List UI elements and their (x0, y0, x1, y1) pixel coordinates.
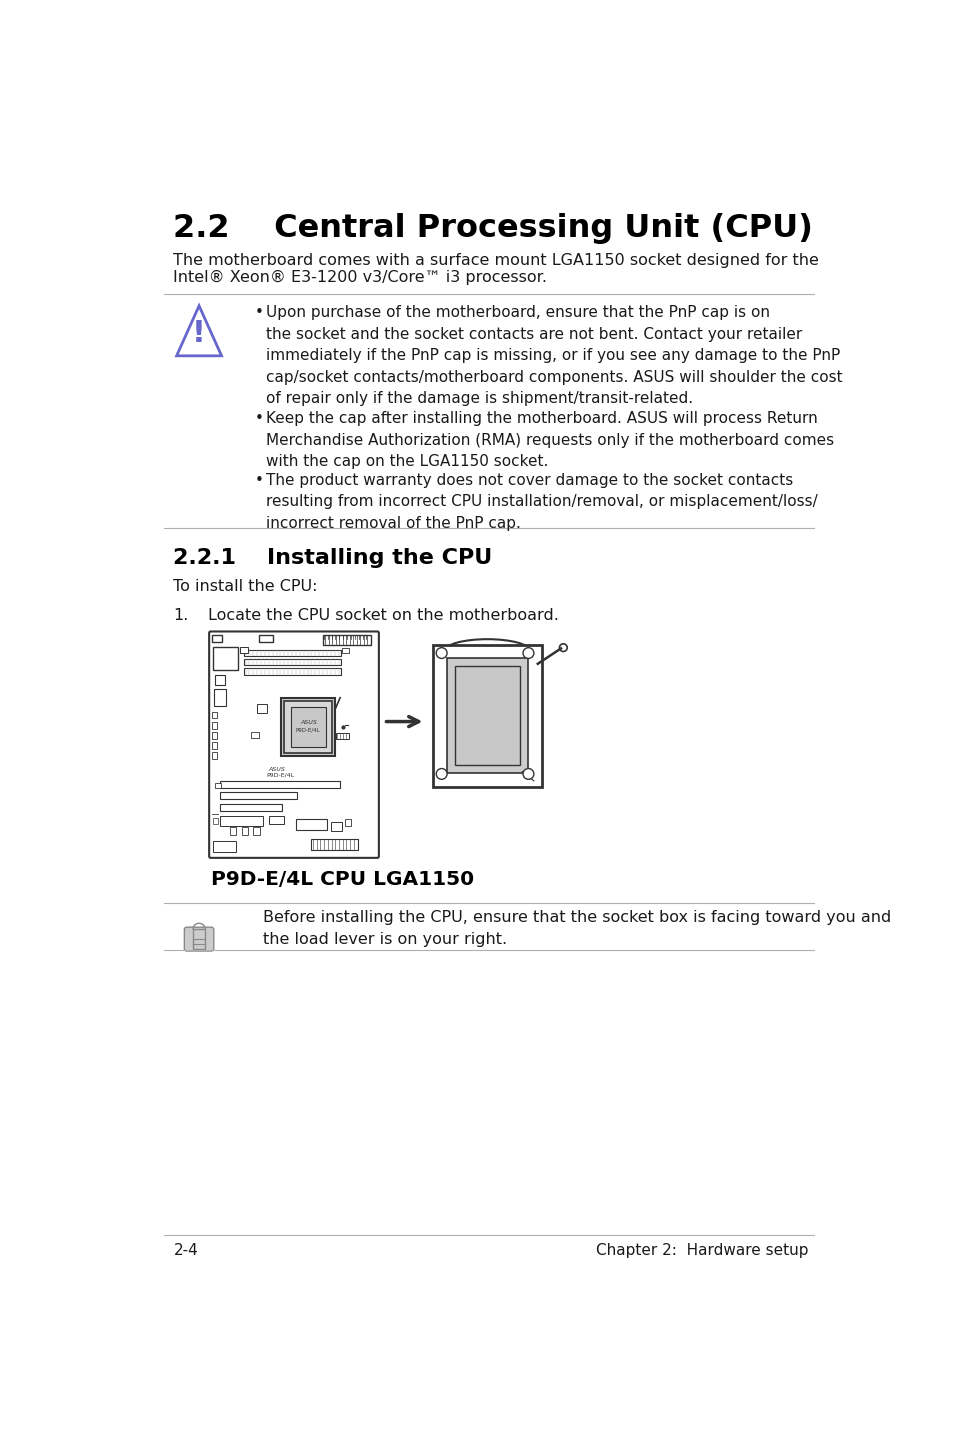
Bar (447, 659, 527, 774)
Bar (212, 722, 216, 729)
Text: Chapter 2:  Hardware setup: Chapter 2: Hardware setup (596, 1242, 808, 1258)
Circle shape (436, 647, 447, 659)
Bar (311, 838, 357, 850)
Bar (241, 827, 248, 835)
Text: Intel® Xeon® E3-1200 v3/Core™ i3 processor.: Intel® Xeon® E3-1200 v3/Core™ i3 process… (173, 270, 547, 285)
Bar (220, 792, 297, 800)
Bar (281, 697, 335, 756)
Circle shape (558, 644, 567, 651)
Bar (342, 649, 348, 653)
Bar (240, 647, 248, 653)
FancyBboxPatch shape (184, 928, 213, 951)
Text: P9D-E/4L CPU LGA1150: P9D-E/4L CPU LGA1150 (211, 870, 474, 889)
Text: Locate the CPU socket on the motherboard.: Locate the CPU socket on the motherboard… (208, 608, 558, 623)
Bar (220, 817, 262, 825)
Text: To install the CPU:: To install the CPU: (173, 580, 317, 594)
Text: •: • (254, 305, 263, 321)
Text: 2.2.1    Installing the CPU: 2.2.1 Installing the CPU (173, 548, 493, 568)
Bar (220, 781, 340, 788)
Bar (220, 804, 282, 811)
Bar (335, 733, 348, 739)
Text: 2-4: 2-4 (173, 1242, 198, 1258)
Bar (257, 703, 266, 713)
Bar (251, 732, 258, 738)
Text: !: ! (192, 319, 206, 348)
Bar (214, 784, 220, 788)
Text: Before installing the CPU, ensure that the socket box is facing toward you and
t: Before installing the CPU, ensure that t… (263, 910, 891, 946)
Bar (213, 647, 237, 670)
Bar (212, 712, 216, 719)
Text: The product warranty does not cover damage to the socket contacts
resulting from: The product warranty does not cover dama… (266, 473, 818, 531)
Polygon shape (193, 929, 205, 949)
Bar (214, 676, 225, 684)
Text: ASUS: ASUS (299, 720, 316, 725)
FancyBboxPatch shape (209, 631, 378, 858)
Bar (331, 821, 342, 831)
Circle shape (436, 768, 447, 779)
Bar (212, 742, 216, 749)
Text: P9D-E/4L: P9D-E/4L (295, 728, 320, 732)
Bar (323, 634, 371, 646)
Circle shape (522, 768, 534, 779)
Bar (212, 634, 221, 643)
Bar (244, 669, 340, 674)
Bar (213, 689, 226, 706)
Bar (244, 659, 340, 666)
Text: ASUS: ASUS (269, 766, 285, 772)
Bar (258, 634, 273, 643)
Text: •: • (254, 473, 263, 487)
Bar (230, 827, 236, 835)
Bar (455, 666, 519, 765)
Text: •: • (254, 411, 263, 426)
Circle shape (522, 647, 534, 659)
Text: P9D-E/4L: P9D-E/4L (266, 772, 294, 778)
Bar (269, 817, 284, 824)
Text: 1.: 1. (173, 608, 189, 623)
Bar (212, 752, 216, 758)
Bar (344, 820, 351, 827)
Bar (295, 820, 327, 830)
Bar (244, 650, 340, 656)
Text: Upon purchase of the motherboard, ensure that the PnP cap is on
the socket and t: Upon purchase of the motherboard, ensure… (266, 305, 842, 407)
Bar (212, 732, 216, 739)
Bar (284, 700, 332, 754)
Text: 2.2    Central Processing Unit (CPU): 2.2 Central Processing Unit (CPU) (173, 213, 813, 243)
Bar (213, 818, 217, 824)
Text: The motherboard comes with a surface mount LGA1150 socket designed for the: The motherboard comes with a surface mou… (173, 253, 819, 269)
Bar (291, 707, 326, 746)
Bar (253, 827, 259, 835)
Bar (433, 644, 541, 787)
Text: Keep the cap after installing the motherboard. ASUS will process Return
Merchand: Keep the cap after installing the mother… (266, 411, 834, 469)
Bar (213, 841, 236, 851)
